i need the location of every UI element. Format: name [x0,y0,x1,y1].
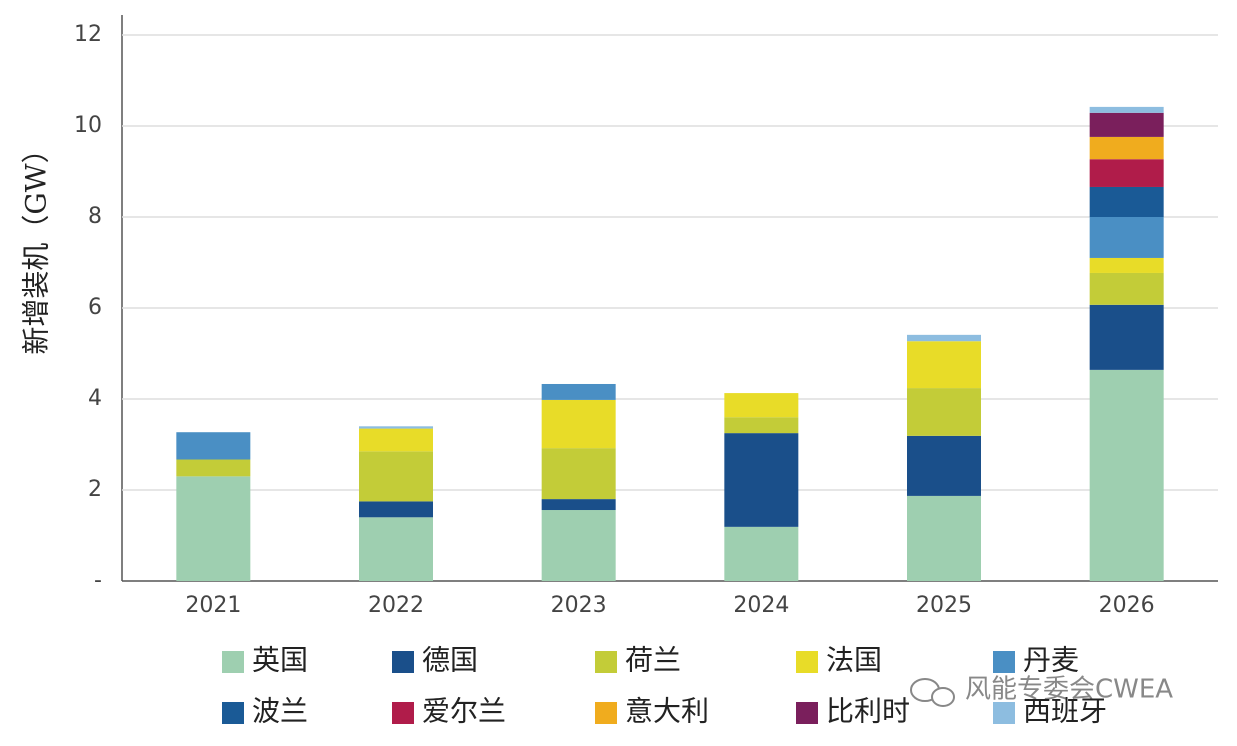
legend-swatch [993,702,1015,724]
x-tick-label: 2023 [551,593,607,618]
y-tick-label: 8 [88,204,102,229]
x-tick-label: 2021 [185,593,241,618]
legend-swatch [595,651,617,673]
legend-label: 意大利 [625,695,709,728]
bar-segment [541,448,616,500]
legend-swatch [222,651,244,673]
bar-segment [1089,159,1164,187]
bar-segment [907,334,981,342]
legend-label: 爱尔兰 [422,695,506,728]
y-tick-label: 4 [88,386,102,411]
bar-segment [1089,186,1164,217]
bar-segment [1089,136,1164,160]
x-tick-label: 2026 [1099,593,1155,618]
bar-segment [724,526,799,581]
bar-segment [541,383,616,400]
y-axis-label: 新增装机（GW） [20,135,53,354]
bar-segment [359,428,433,452]
watermark: 风能专委会CWEA [965,675,1173,705]
legend-swatch [222,702,244,724]
x-tick-label: 2025 [916,593,972,618]
bar-segment [907,388,981,436]
legend-swatch [392,702,414,724]
bar-segment [541,399,616,449]
x-tick-label: 2024 [733,593,789,618]
bar-segment [907,435,981,496]
bar-segment [724,433,799,527]
bar-segment [1089,272,1164,305]
bar-segment [724,417,799,434]
bar-segment [359,517,433,581]
watermark-icon [910,678,955,707]
bar-segment [541,510,616,581]
legend-label: 西班牙 [1023,695,1107,728]
legend-label: 丹麦 [1023,644,1079,677]
bar-segment [1089,369,1164,581]
y-tick-label: 2 [88,477,102,502]
legend-label: 英国 [252,644,308,677]
bar-segment [1089,112,1164,137]
legend-label: 荷兰 [625,644,681,677]
bar-segment [1089,304,1164,370]
legend-label: 波兰 [252,695,308,728]
bar-segment [359,451,433,502]
bar-segment [359,426,433,429]
legend-swatch [796,702,818,724]
bar-segment [176,476,251,581]
legend-swatch [796,651,818,673]
bar-segment [176,432,251,460]
y-tick-label: - [94,568,102,593]
y-tick-label: 10 [74,113,102,138]
legend-swatch [595,702,617,724]
bar-segment [359,501,433,518]
legend-label: 法国 [826,644,882,677]
y-tick-label: 6 [88,295,102,320]
bar-segment [541,499,616,511]
y-tick-label: 12 [74,22,102,47]
bar-segment [907,495,981,581]
bar-segment [176,459,251,477]
legend-swatch [993,651,1015,673]
bar-segment [724,393,799,418]
legend-swatch [392,651,414,673]
legend-label: 比利时 [826,695,910,728]
legend-label: 德国 [422,644,478,677]
bar-segment [907,341,981,389]
bar-segment [1089,106,1164,113]
bar-segment [1089,257,1164,273]
bar-segment [1089,217,1164,258]
x-tick-label: 2022 [368,593,424,618]
